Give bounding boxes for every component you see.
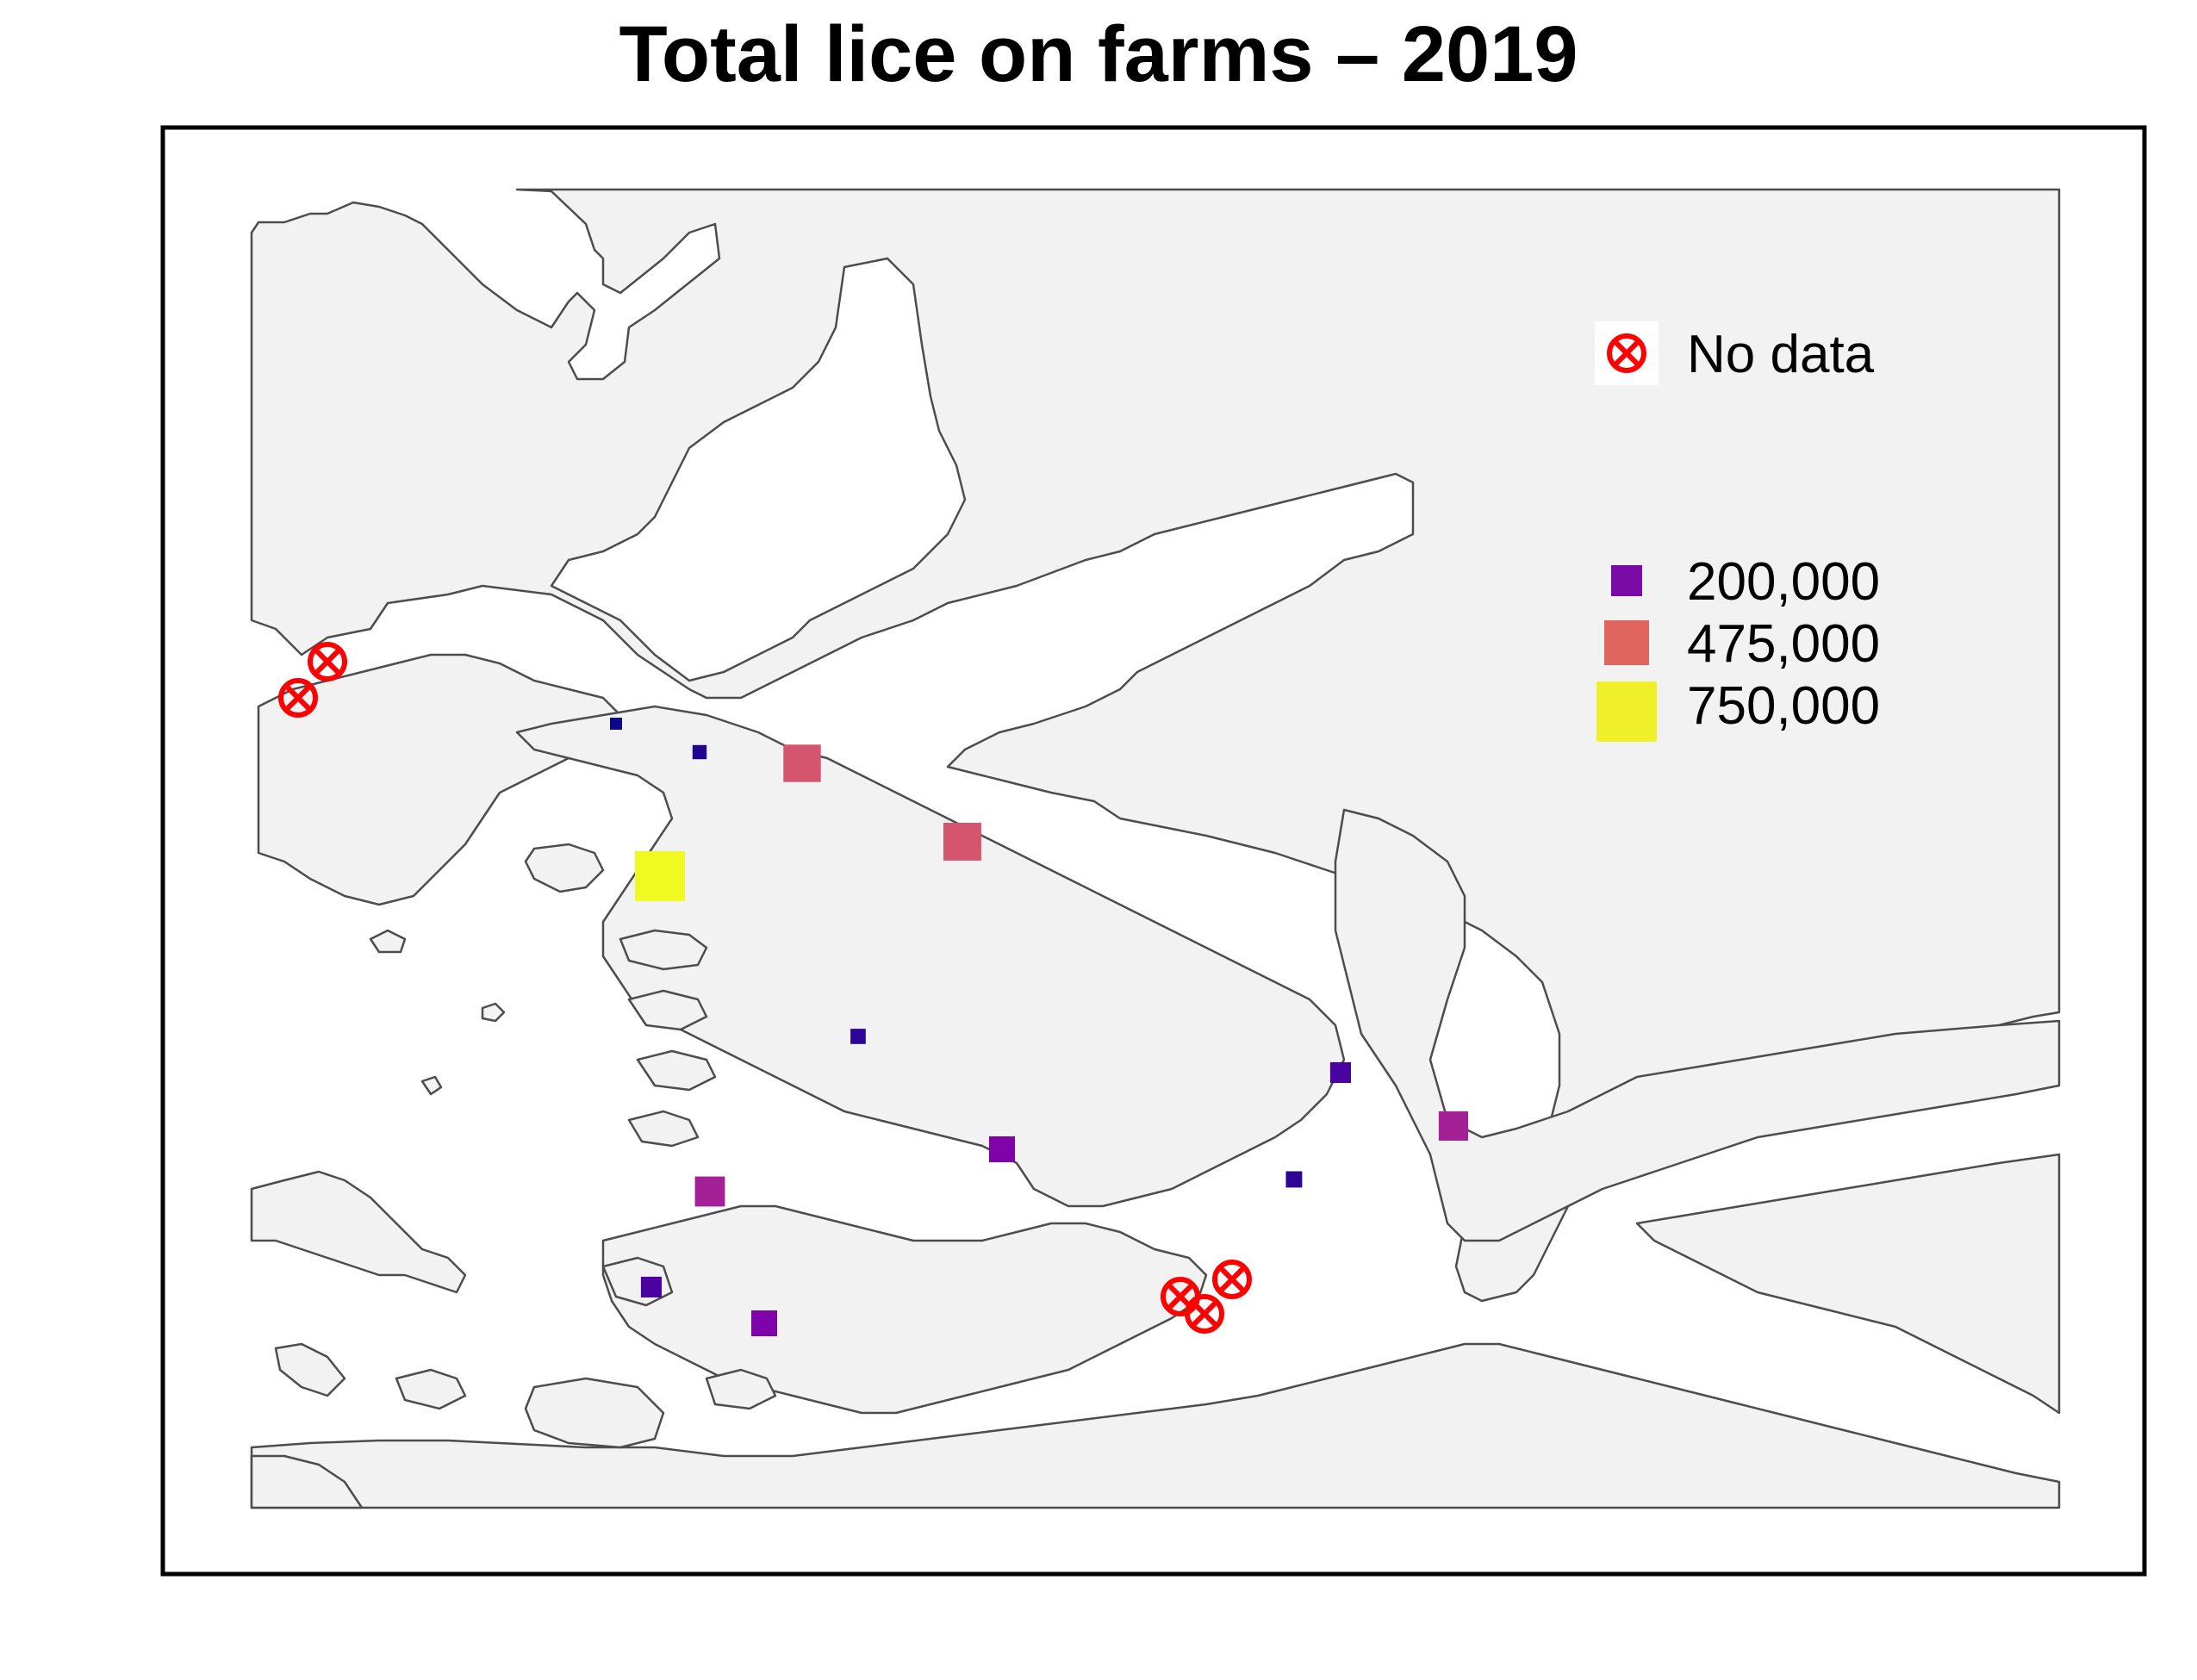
no-data-marker-nd-2: [308, 642, 347, 681]
legend-size-label-475000: 475,000: [1687, 614, 1880, 674]
land-central-block: [515, 705, 1346, 1208]
farm-marker-farm-2: [692, 744, 707, 760]
no-data-marker-nd-5: [1212, 1260, 1252, 1299]
island-9: [524, 1377, 665, 1449]
farm-marker-farm-10: [1285, 1171, 1303, 1188]
legend-size-swatch-200000: [1611, 565, 1642, 596]
land-south-west: [250, 1170, 467, 1294]
legend-size-label-750000: 750,000: [1687, 676, 1880, 736]
legend-size-swatch-475000: [1604, 620, 1649, 665]
island-4: [636, 1049, 717, 1092]
land-east-south: [1635, 1153, 2061, 1415]
farm-markers: [610, 718, 1468, 1336]
legend-size-label-200000: 200,000: [1687, 552, 1880, 612]
farm-marker-farm-9: [989, 1136, 1015, 1162]
farm-marker-farm-6: [850, 1029, 866, 1044]
farm-marker-farm-12: [640, 1276, 662, 1297]
island-10: [705, 1368, 777, 1410]
legend-no-data-label: No data: [1687, 325, 1875, 384]
legend-size-swatch-750000: [1596, 681, 1657, 742]
land-north-peninsula: [550, 257, 967, 682]
land-south-strip: [250, 1342, 2061, 1509]
land-layer: [250, 188, 2061, 1509]
land-southwest-corner: [250, 1454, 364, 1509]
island-1: [524, 843, 605, 893]
farm-marker-farm-1: [610, 718, 622, 730]
farm-marker-farm-13: [751, 1310, 777, 1336]
no-data-marker-nd-1: [278, 678, 318, 718]
island-8: [395, 1368, 467, 1410]
farm-marker-farm-4: [943, 823, 981, 861]
no-data-markers: [278, 642, 1252, 1334]
farm-marker-farm-8: [1438, 1111, 1468, 1141]
farm-marker-farm-11: [694, 1176, 725, 1207]
island-7: [274, 1342, 346, 1397]
island-11: [369, 929, 407, 954]
island-13: [420, 1075, 443, 1096]
no-data-marker-nd-4: [1185, 1294, 1224, 1334]
page-title: Total lice on farms – 2019: [619, 10, 1578, 98]
island-12: [481, 1002, 506, 1023]
island-3: [627, 989, 708, 1031]
farm-marker-farm-7: [1329, 1061, 1351, 1083]
farm-marker-farm-3: [783, 744, 821, 782]
island-2: [619, 929, 708, 971]
island-5: [627, 1110, 700, 1148]
legend: No data 200,000 475,000 750,000: [1595, 321, 1880, 742]
farm-marker-farm-5: [635, 851, 685, 901]
legend-no-data-icon: [1607, 333, 1646, 373]
